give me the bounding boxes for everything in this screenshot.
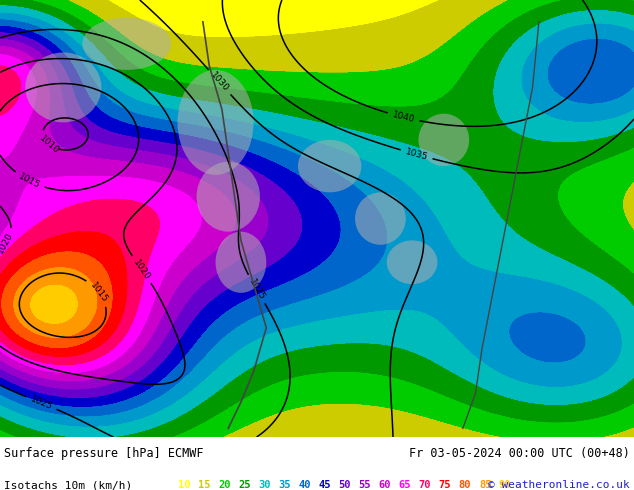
Text: 85: 85 (479, 481, 491, 490)
Ellipse shape (387, 241, 437, 284)
Text: 1035: 1035 (404, 147, 429, 162)
Ellipse shape (197, 162, 260, 232)
Text: Surface pressure [hPa] ECMWF: Surface pressure [hPa] ECMWF (4, 446, 204, 460)
Ellipse shape (25, 52, 101, 122)
Text: 80: 80 (459, 481, 471, 490)
Ellipse shape (298, 140, 361, 192)
Text: 1020: 1020 (131, 258, 152, 281)
Text: 10: 10 (178, 481, 190, 490)
Text: 1015: 1015 (17, 172, 42, 190)
Ellipse shape (82, 18, 171, 70)
Text: 1020: 1020 (0, 231, 15, 255)
Text: 20: 20 (218, 481, 231, 490)
Text: 1025: 1025 (247, 277, 266, 301)
Ellipse shape (355, 192, 406, 245)
Ellipse shape (178, 70, 254, 175)
Text: 1025: 1025 (29, 394, 54, 412)
Text: 65: 65 (399, 481, 411, 490)
Text: 25: 25 (238, 481, 250, 490)
Text: 70: 70 (418, 481, 431, 490)
Text: Fr 03-05-2024 00:00 UTC (00+48): Fr 03-05-2024 00:00 UTC (00+48) (409, 446, 630, 460)
Text: 60: 60 (378, 481, 391, 490)
Text: © weatheronline.co.uk: © weatheronline.co.uk (488, 481, 630, 490)
Text: 35: 35 (278, 481, 291, 490)
Text: 1040: 1040 (391, 110, 416, 124)
Text: 50: 50 (339, 481, 351, 490)
Ellipse shape (216, 232, 266, 293)
Text: 55: 55 (359, 481, 371, 490)
Text: 30: 30 (258, 481, 271, 490)
Text: 1010: 1010 (37, 134, 61, 156)
Text: Isotachs 10m (km/h): Isotachs 10m (km/h) (4, 481, 133, 490)
Text: 1015: 1015 (88, 280, 109, 304)
Text: 15: 15 (198, 481, 210, 490)
Text: 1030: 1030 (209, 71, 231, 94)
Text: 40: 40 (299, 481, 311, 490)
Text: 90: 90 (499, 481, 512, 490)
Text: 75: 75 (439, 481, 451, 490)
Text: 45: 45 (318, 481, 331, 490)
Ellipse shape (418, 114, 469, 166)
